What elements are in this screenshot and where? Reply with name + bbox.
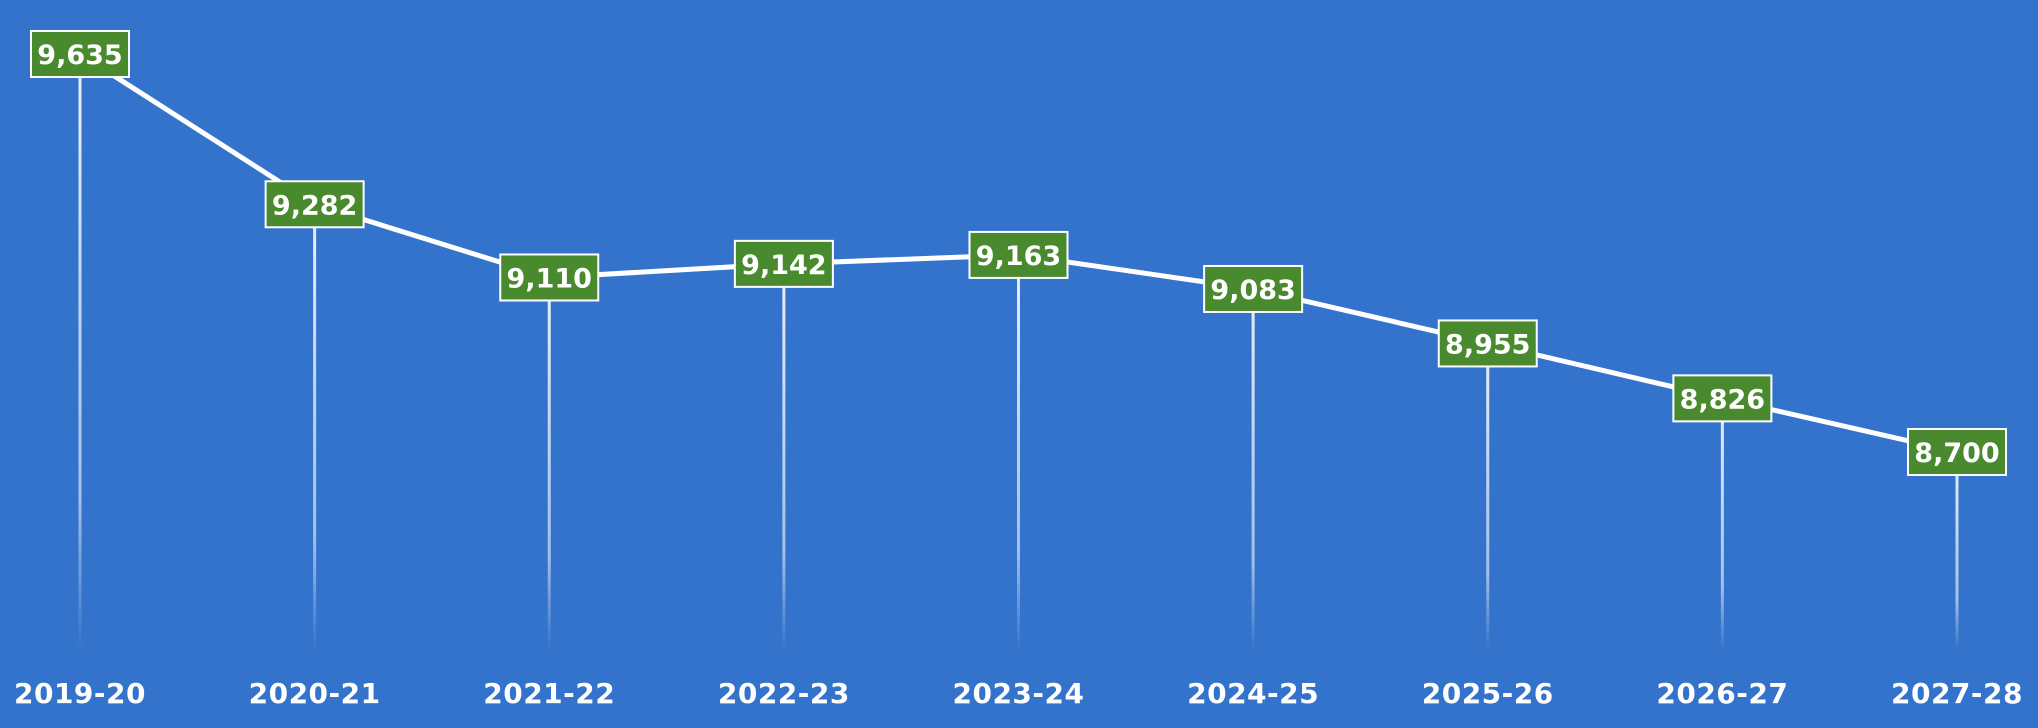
data-label-box [1672, 374, 1773, 423]
data-label-box [1907, 428, 2007, 476]
data-label-text: 9,282 [272, 190, 357, 221]
x-tick-label-2024-25: 2024-25 [1187, 677, 1319, 710]
data-label-box [968, 230, 1069, 279]
data-label-text: 9,635 [37, 40, 122, 71]
data-label-2027-28: 8,700 [1907, 428, 2007, 476]
data-label-2023-24: 9,163 [968, 230, 1069, 279]
x-tick-label-2023-24: 2023-24 [952, 677, 1084, 710]
x-tick-label-2025-26: 2025-26 [1422, 677, 1554, 710]
x-tick-label-2019-20: 2019-20 [14, 677, 146, 710]
data-label-2025-26: 8,955 [1437, 319, 1538, 368]
x-tick-label-2022-23: 2022-23 [718, 677, 850, 710]
drop-line-2024-25 [1251, 288, 1255, 650]
x-tick-label-2020-21: 2020-21 [249, 677, 381, 710]
data-label-box [733, 239, 834, 288]
drop-lines-group [78, 54, 1959, 650]
drop-line-2025-26 [1486, 343, 1490, 650]
x-axis-tick-labels: 2019-20 2020-21 2021-22 2022-23 2023-24 2024-… [14, 677, 2023, 710]
data-label-text: 8,700 [1914, 438, 1999, 469]
data-label-text: 8,955 [1445, 329, 1530, 360]
drop-line-2021-22 [547, 277, 551, 650]
data-label-2024-25: 9,083 [1203, 264, 1304, 313]
data-label-text: 8,826 [1680, 384, 1765, 415]
data-label-text: 9,110 [507, 263, 592, 294]
data-label-box [1437, 319, 1538, 368]
drop-line-2020-21 [313, 204, 317, 650]
drop-line-2022-23 [782, 263, 786, 650]
drop-line-2023-24 [1017, 254, 1020, 650]
drop-line-2019-20 [78, 54, 82, 650]
x-tick-label-2021-22: 2021-22 [483, 677, 615, 710]
data-label-text: 9,163 [976, 241, 1061, 272]
data-label-2019-20: 9,635 [30, 30, 130, 78]
drop-line-2027-28 [1955, 452, 1959, 650]
x-tick-label-2026-27: 2026-27 [1656, 677, 1788, 710]
drop-line-2026-27 [1720, 398, 1724, 650]
data-label-box [30, 30, 130, 78]
data-label-2020-21: 9,282 [264, 180, 365, 229]
data-label-box [499, 253, 600, 302]
data-label-2026-27: 8,826 [1672, 374, 1773, 423]
data-label-box [1203, 264, 1304, 313]
data-label-text: 9,142 [741, 250, 826, 281]
data-label-text: 9,083 [1210, 275, 1295, 306]
data-label-2022-23: 9,142 [733, 239, 834, 288]
data-label-box [264, 180, 365, 229]
x-tick-label-2027-28: 2027-28 [1891, 677, 2023, 710]
data-label-2021-22: 9,110 [499, 253, 600, 302]
data-labels-group: 9,635 9,282 9,110 9,142 9,163 9,083 8,955 8,826… [30, 30, 2007, 476]
